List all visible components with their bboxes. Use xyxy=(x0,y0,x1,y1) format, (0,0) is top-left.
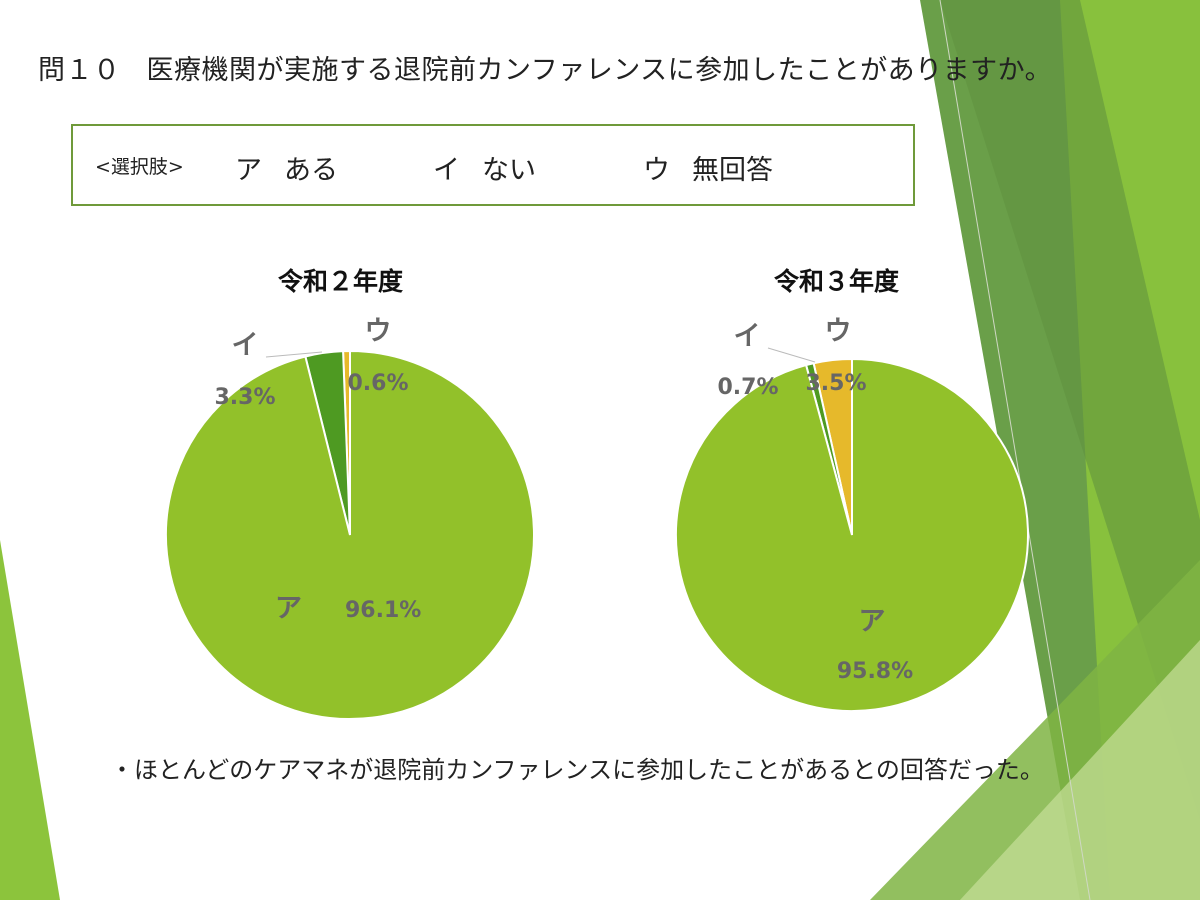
chart-title-r3: 令和３年度 xyxy=(774,267,900,296)
pie-slice-r2-0 xyxy=(165,349,535,720)
category-label-r2-1: イ xyxy=(232,330,259,361)
option-i: イない xyxy=(433,148,536,187)
question-text: 医療機関が実施する退院前カンファレンスに参加したことがありますか。 xyxy=(146,55,1053,86)
chart-title-r2: 令和２年度 xyxy=(278,267,404,296)
option-u-key: ウ xyxy=(643,155,670,186)
category-label-r3-1: イ xyxy=(734,321,761,352)
decor-band-mid xyxy=(940,0,1200,820)
category-label-r3-0: ア xyxy=(859,606,886,637)
value-label-r2-0: 96.1% xyxy=(345,598,421,623)
option-i-key: イ xyxy=(433,155,460,186)
question-number: 問１０ xyxy=(38,55,121,86)
leader-line-r2-1 xyxy=(265,351,323,358)
option-a: アある xyxy=(235,148,338,187)
category-label-r2-0: ア xyxy=(275,593,302,624)
decor-triangle-pale xyxy=(960,640,1200,900)
value-label-r3-2: 3.5% xyxy=(805,371,866,396)
option-a-key: ア xyxy=(235,155,262,186)
option-u-text: 無回答 xyxy=(692,155,773,186)
option-i-text: ない xyxy=(482,155,536,186)
options-label: <選択肢> xyxy=(95,156,184,178)
leader-line-r3-1 xyxy=(767,347,816,363)
option-u: ウ無回答 xyxy=(643,148,773,187)
value-label-r2-2: 0.6% xyxy=(347,371,408,396)
category-label-r3-2: ウ xyxy=(825,316,852,347)
decor-line xyxy=(939,0,1091,900)
option-a-text: ある xyxy=(284,155,338,186)
value-label-r2-1: 3.3% xyxy=(214,385,275,410)
value-label-r3-0: 95.8% xyxy=(837,659,913,684)
pie-slice-r3-0 xyxy=(675,357,1029,712)
decor-left-sliver xyxy=(0,540,60,900)
value-label-r3-1: 0.7% xyxy=(717,375,778,400)
footnote: ・ほとんどのケアマネが退院前カンファレンスに参加したことがあるとの回答だった。 xyxy=(110,756,1044,784)
options-box: <選択肢> アある イない ウ無回答 xyxy=(71,124,915,206)
question-title: 問１０ 医療機関が実施する退院前カンファレンスに参加したことがありますか。 xyxy=(38,48,1052,87)
category-label-r2-2: ウ xyxy=(365,316,392,347)
